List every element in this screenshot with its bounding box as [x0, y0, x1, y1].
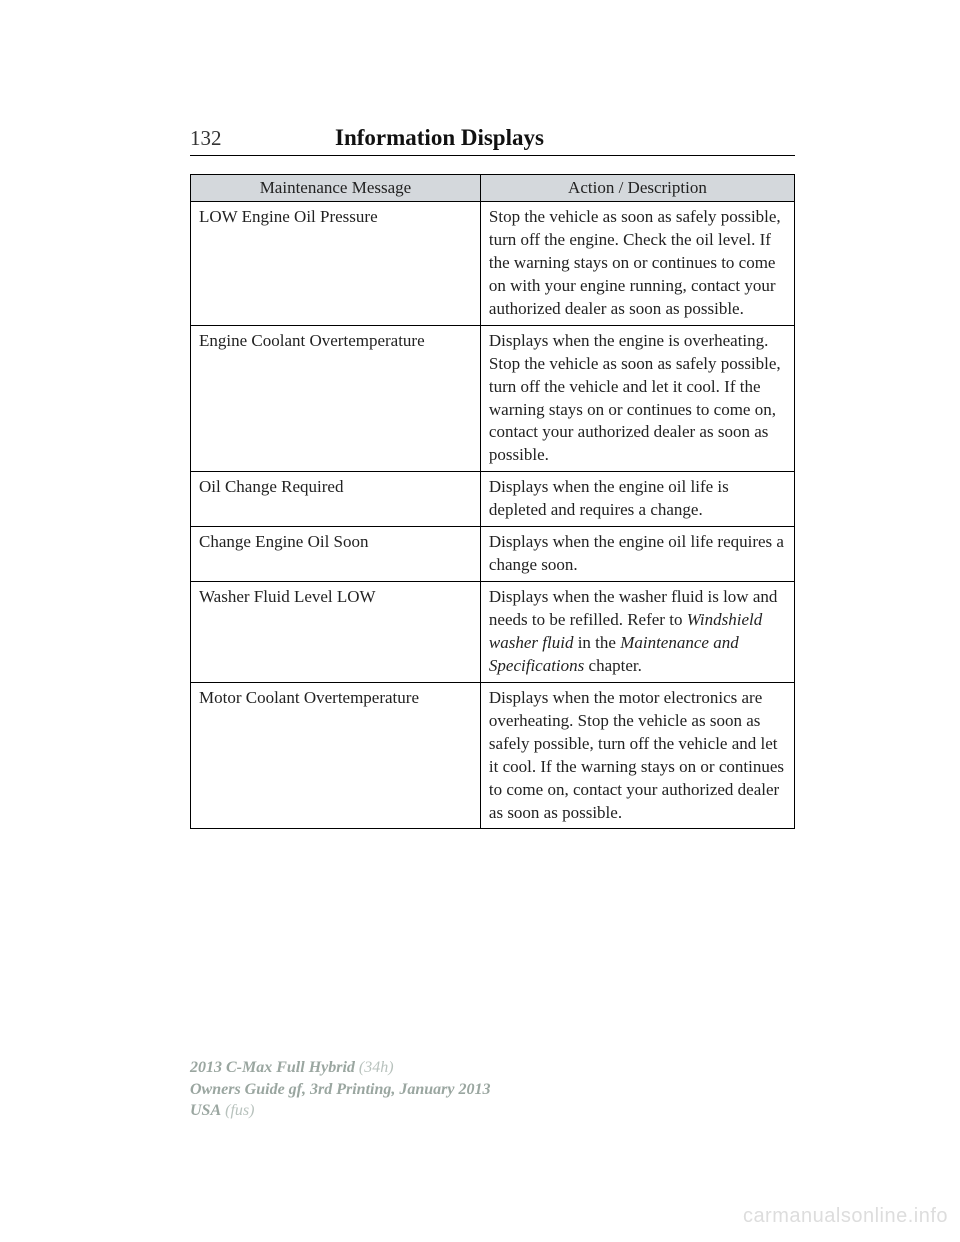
watermark: carmanualsonline.info [743, 1205, 948, 1228]
cell-description: Displays when the engine oil life requir… [480, 527, 794, 582]
cell-message: Oil Change Required [191, 472, 481, 527]
table-row: Change Engine Oil Soon Displays when the… [191, 527, 795, 582]
footer-region: USA [190, 1102, 221, 1119]
page-footer: 2013 C-Max Full Hybrid (34h) Owners Guid… [190, 1057, 491, 1122]
page-number: 132 [190, 126, 310, 151]
cell-message: Change Engine Oil Soon [191, 527, 481, 582]
desc-text: in the [573, 633, 620, 652]
cell-message: LOW Engine Oil Pressure [191, 202, 481, 326]
cell-description: Stop the vehicle as soon as safely possi… [480, 202, 794, 326]
col-header-message: Maintenance Message [191, 175, 481, 202]
page-header: 132 Information Displays [190, 125, 795, 156]
footer-region-code: (fus) [221, 1102, 254, 1119]
cell-description: Displays when the motor electronics are … [480, 682, 794, 829]
cell-description: Displays when the washer fluid is low an… [480, 582, 794, 683]
section-title: Information Displays [310, 125, 795, 151]
table-header-row: Maintenance Message Action / Description [191, 175, 795, 202]
footer-line-3: USA (fus) [190, 1100, 491, 1122]
maintenance-message-table: Maintenance Message Action / Description… [190, 174, 795, 829]
table-row: Motor Coolant Overtemperature Displays w… [191, 682, 795, 829]
footer-code: (34h) [355, 1059, 394, 1076]
footer-model: 2013 C-Max Full Hybrid [190, 1059, 355, 1076]
table-row: Oil Change Required Displays when the en… [191, 472, 795, 527]
table-row: Engine Coolant Overtemperature Displays … [191, 325, 795, 472]
table-row: LOW Engine Oil Pressure Stop the vehicle… [191, 202, 795, 326]
table-row: Washer Fluid Level LOW Displays when the… [191, 582, 795, 683]
cell-description: Displays when the engine oil life is dep… [480, 472, 794, 527]
manual-page: 132 Information Displays Maintenance Mes… [0, 0, 960, 1242]
desc-text: chapter. [584, 656, 642, 675]
footer-line-1: 2013 C-Max Full Hybrid (34h) [190, 1057, 491, 1079]
cell-message: Engine Coolant Overtemperature [191, 325, 481, 472]
cell-message: Washer Fluid Level LOW [191, 582, 481, 683]
cell-description: Displays when the engine is overheating.… [480, 325, 794, 472]
col-header-action: Action / Description [480, 175, 794, 202]
cell-message: Motor Coolant Overtemperature [191, 682, 481, 829]
footer-line-2: Owners Guide gf, 3rd Printing, January 2… [190, 1079, 491, 1101]
